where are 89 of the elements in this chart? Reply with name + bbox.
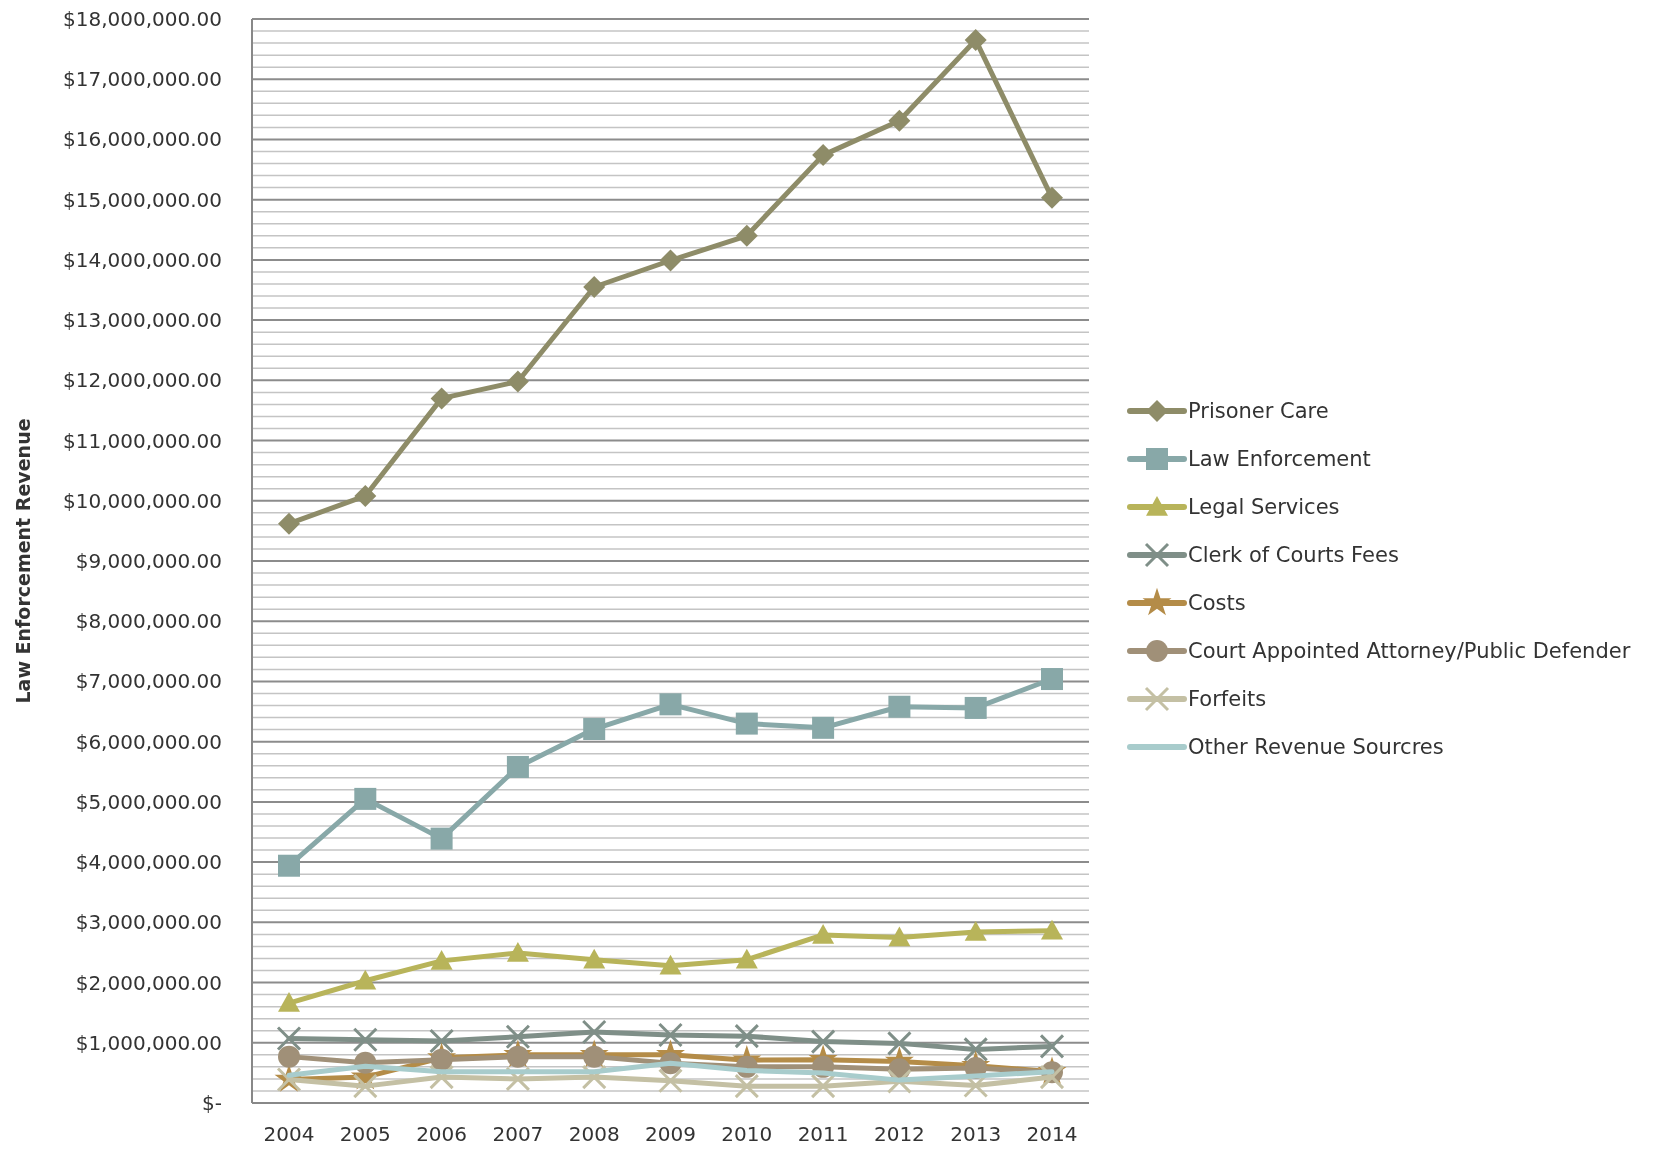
y-tick-label: $11,000,000.00 [62,428,222,453]
point [888,109,911,132]
point [964,696,987,719]
point [581,1019,607,1045]
point [812,923,835,944]
point [1041,919,1063,940]
point [583,948,606,969]
point [735,948,758,969]
point [354,969,377,990]
point [888,926,911,947]
x-tick-label: 2008 [568,1122,620,1146]
point [430,387,453,410]
point [506,755,529,778]
point [810,1029,836,1055]
point [583,718,606,741]
y-tick-label: $12,000,000.00 [62,368,222,393]
point [430,949,453,970]
point [658,1068,683,1094]
x-tick-label: 2014 [1026,1122,1078,1146]
y-tick-label: $6,000,000.00 [75,729,222,754]
y-tick-label: $17,000,000.00 [62,67,222,92]
point [430,827,453,850]
x-tick-label: 2012 [873,1122,925,1146]
point [429,1028,455,1054]
x-tick-label: 2011 [797,1122,849,1146]
point [659,954,682,975]
point [735,224,758,247]
y-tick-label: $18,000,000.00 [62,7,222,31]
point [659,249,682,272]
x-tick-label: 2010 [721,1122,773,1146]
y-tick-label: $13,000,000.00 [62,308,222,333]
point [1039,1033,1065,1059]
point [1039,1064,1065,1090]
point [812,716,835,739]
point [1041,186,1063,209]
point [810,1073,836,1099]
y-tick-label: $16,000,000.00 [62,127,222,152]
legend-label: Clerk of Courts Fees [1188,543,1399,568]
y-tick-label: $10,000,000.00 [62,488,222,513]
y-tick-label: $1,000,000.00 [75,1030,222,1055]
point [354,484,377,507]
point [963,1036,989,1062]
y-tick-label: $- [202,1091,222,1115]
y-tick-label: $3,000,000.00 [75,910,222,935]
y-tick-label: $15,000,000.00 [62,187,222,212]
point [734,1023,760,1049]
y-tick-label: $5,000,000.00 [75,789,222,814]
point [583,275,606,298]
point [354,787,377,810]
point [352,1073,378,1099]
point [735,712,758,735]
y-tick-label: $7,000,000.00 [75,669,222,694]
legend-label: Court Appointed Attorney/Public Defender [1188,639,1631,664]
point [964,29,987,52]
point [964,920,987,941]
point [505,1024,531,1050]
y-tick-label: $14,000,000.00 [62,247,222,272]
x-tick-label: 2009 [645,1122,696,1146]
point [352,1027,378,1053]
y-tick-label: $4,000,000.00 [75,850,222,875]
point [278,854,300,877]
y-tick-label: $2,000,000.00 [75,970,222,995]
point [888,695,911,718]
x-tick-label: 2004 [263,1122,315,1146]
legend-label: Law Enforcement [1188,447,1371,472]
x-tick-label: 2013 [950,1122,1002,1146]
x-tick-label: 2006 [416,1122,468,1146]
point [659,693,682,716]
point [886,1030,912,1056]
point [812,144,835,167]
x-tick-label: 2005 [339,1122,391,1146]
point [1041,668,1063,691]
point [734,1073,760,1099]
x-tick-label: 2007 [492,1122,544,1146]
point [276,1026,302,1052]
legend-label: Costs [1188,591,1246,616]
legend-label: Legal Services [1188,495,1340,520]
point [506,942,529,962]
point [658,1022,683,1048]
point [278,512,300,535]
point [278,1045,300,1068]
legend-label: Forfeits [1188,687,1267,712]
y-tick-label: $9,000,000.00 [75,549,222,573]
legend-label: Prisoner Care [1188,399,1329,424]
legend-label: Other Revenue Sourcres [1188,735,1444,760]
point [506,370,529,393]
point [278,992,300,1012]
y-tick-label: $8,000,000.00 [75,609,222,634]
y-axis-title: Law Enforcement Revenue [12,418,34,704]
